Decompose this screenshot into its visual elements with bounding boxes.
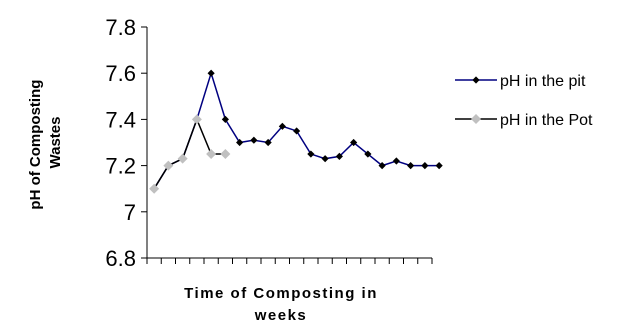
data-point (163, 160, 174, 171)
y-axis-title-line-1: pH of Composting (27, 80, 44, 210)
data-point (421, 162, 429, 170)
legend-item: pH in the Pot (455, 112, 593, 129)
data-point (293, 127, 301, 135)
data-point (307, 150, 315, 158)
data-point (392, 157, 400, 165)
y-axis-title: pH of Composting Wastes (27, 75, 64, 209)
series-layer (149, 69, 443, 194)
legend-marker (471, 114, 481, 124)
data-point (335, 152, 343, 160)
x-ticks (146, 258, 433, 264)
data-point (350, 138, 358, 147)
y-ticks: 6.8 7 7.2 7.4 7.6 7.8 (105, 15, 147, 271)
data-point (264, 138, 272, 147)
y-tick-label: 7.4 (105, 107, 136, 132)
x-axis-title-line-2: weeks (254, 307, 308, 324)
legend-item: pH in the pit (455, 73, 586, 90)
data-point (220, 149, 231, 160)
y-tick-label: 7 (124, 200, 136, 225)
y-tick-label: 7.2 (105, 154, 136, 179)
data-point (435, 162, 443, 170)
data-point (364, 150, 372, 158)
data-point (321, 155, 329, 163)
legend-marker (472, 76, 480, 84)
data-point (149, 183, 160, 194)
data-point (236, 138, 244, 147)
legend-label: pH in the pit (500, 73, 586, 90)
legend: pH in the pit pH in the Pot (455, 73, 593, 129)
x-axis-title-line-1: Time of Composting in (184, 285, 378, 302)
legend-label: pH in the Pot (500, 112, 593, 129)
data-point (378, 162, 386, 170)
data-point (278, 122, 286, 130)
data-point (250, 136, 258, 144)
series-2 (149, 114, 231, 194)
y-axis-title-line-2: Wastes (47, 117, 64, 169)
data-point (207, 69, 215, 77)
series-1 (150, 69, 443, 193)
data-point (177, 153, 188, 164)
data-point (221, 115, 229, 123)
plot-area: 6.8 7 7.2 7.4 7.6 7.8 (105, 15, 443, 271)
y-tick-label: 7.6 (105, 61, 136, 86)
y-tick-label: 6.8 (105, 246, 136, 271)
data-point (407, 162, 415, 170)
y-tick-label: 7.8 (105, 15, 136, 40)
data-point (191, 114, 202, 125)
data-point (206, 149, 217, 160)
